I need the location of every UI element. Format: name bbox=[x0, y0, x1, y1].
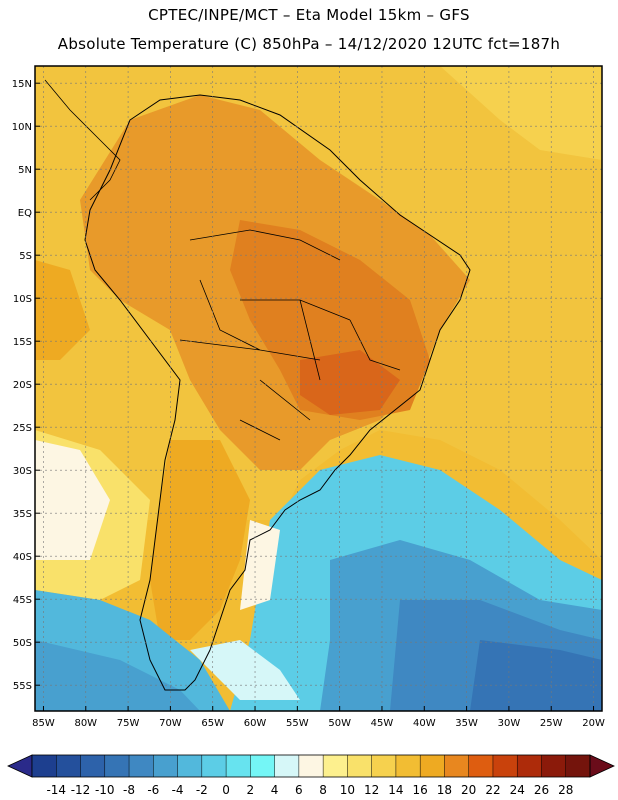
colorbar-label: 20 bbox=[461, 783, 476, 797]
lon-tick-label: 75W bbox=[117, 718, 140, 729]
lat-tick-label: EQ bbox=[18, 208, 32, 219]
colorbar-swatch bbox=[226, 755, 251, 777]
colorbar-swatch bbox=[565, 755, 591, 777]
colorbar-swatch bbox=[444, 755, 470, 777]
lat-tick-label: 20S bbox=[13, 380, 32, 391]
colorbar-label: -10 bbox=[95, 783, 115, 797]
colorbar-label: -12 bbox=[71, 783, 91, 797]
map-frame bbox=[34, 65, 603, 712]
colorbar-swatch bbox=[250, 755, 276, 777]
lat-tick-label: 55S bbox=[13, 681, 32, 692]
lon-tick-label: 65W bbox=[201, 718, 224, 729]
colorbar-label: -6 bbox=[147, 783, 159, 797]
colorbar-swatch bbox=[420, 755, 445, 777]
colorbar-swatch bbox=[517, 755, 542, 777]
central-america-coastline bbox=[44, 79, 121, 201]
colorbar-label: 4 bbox=[271, 783, 279, 797]
colorbar-label: -14 bbox=[46, 783, 66, 797]
colorbar-label: 16 bbox=[413, 783, 428, 797]
colorbar-swatch bbox=[541, 755, 567, 777]
colorbar-label: 28 bbox=[558, 783, 573, 797]
colorbar-label: 10 bbox=[340, 783, 355, 797]
colorbar-max-arrow bbox=[589, 754, 615, 778]
colorbar-swatch bbox=[323, 755, 348, 777]
colorbar-frame bbox=[31, 754, 591, 778]
colorbar-label: 18 bbox=[437, 783, 452, 797]
lon-tick-label: 60W bbox=[244, 718, 267, 729]
colorbar-label: -4 bbox=[172, 783, 184, 797]
colorbar-swatch bbox=[347, 755, 373, 777]
lon-tick-label: 50W bbox=[328, 718, 351, 729]
lon-tick-label: 80W bbox=[74, 718, 97, 729]
south-america-coastline bbox=[84, 94, 471, 691]
lat-tick-label: 5N bbox=[18, 165, 32, 176]
colorbar-swatch bbox=[56, 755, 82, 777]
colorbar: -14 -12 -10 -8 -6 -4 -2 0 2 4 6 8 10 12 14 16 18 20 22 24 26… bbox=[7, 754, 615, 797]
colorbar-min-arrow bbox=[7, 754, 33, 778]
lat-tick-label: 10S bbox=[13, 294, 32, 305]
colorbar-swatch bbox=[395, 755, 421, 777]
lon-tick-label: 40W bbox=[413, 718, 436, 729]
colorbar-label: -8 bbox=[123, 783, 135, 797]
colorbar-label: 22 bbox=[485, 783, 500, 797]
longitude-labels: 85W 80W 75W 70W 65W 60W 55W 50W 45W 40W 35W 30W 25W 2… bbox=[32, 706, 605, 729]
lat-tick-label: 15N bbox=[12, 79, 32, 90]
colorbar-swatch bbox=[80, 755, 106, 777]
colorbar-swatch bbox=[177, 755, 203, 777]
lon-tick-label: 30W bbox=[498, 718, 521, 729]
map-title-line-2: Absolute Temperature (C) 850hPa – 14/12/… bbox=[57, 35, 561, 53]
lat-tick-label: 5S bbox=[19, 251, 32, 262]
latitude-labels: 15N 10N 5N EQ 5S 10S 15S 20S 25S 30S 35S 40S 45S 50S 5… bbox=[12, 79, 40, 692]
lon-tick-label: 70W bbox=[159, 718, 182, 729]
colorbar-label: 24 bbox=[510, 783, 525, 797]
colorbar-label: 0 bbox=[222, 783, 230, 797]
lat-tick-label: 25S bbox=[13, 423, 32, 434]
colorbar-swatch bbox=[371, 755, 397, 777]
colorbar-swatch bbox=[104, 755, 130, 777]
lat-tick-label: 30S bbox=[13, 466, 32, 477]
temperature-field bbox=[35, 66, 602, 711]
colorbar-label: -2 bbox=[196, 783, 208, 797]
colorbar-label: 8 bbox=[319, 783, 327, 797]
colorbar-label: 6 bbox=[295, 783, 303, 797]
colorbar-swatch bbox=[274, 755, 300, 777]
colorbar-label: 12 bbox=[364, 783, 379, 797]
colorbar-swatch bbox=[298, 755, 324, 777]
lon-tick-label: 85W bbox=[32, 718, 55, 729]
colorbar-swatch bbox=[201, 755, 227, 777]
colorbar-label: 14 bbox=[388, 783, 403, 797]
colorbar-swatch bbox=[468, 755, 494, 777]
lon-tick-label: 25W bbox=[540, 718, 563, 729]
colorbar-swatch bbox=[153, 755, 179, 777]
colorbar-label: 2 bbox=[247, 783, 255, 797]
colorbar-swatch bbox=[492, 755, 518, 777]
colorbar-swatch bbox=[32, 755, 57, 777]
lon-tick-label: 55W bbox=[286, 718, 309, 729]
lon-tick-label: 45W bbox=[371, 718, 394, 729]
lat-tick-label: 50S bbox=[13, 638, 32, 649]
lon-tick-label: 20W bbox=[582, 718, 605, 729]
lat-tick-label: 45S bbox=[13, 595, 32, 606]
lat-tick-label: 35S bbox=[13, 509, 32, 520]
lat-tick-label: 15S bbox=[13, 337, 32, 348]
country-borders bbox=[179, 229, 401, 441]
lon-tick-label: 35W bbox=[455, 718, 478, 729]
lat-tick-label: 40S bbox=[13, 552, 32, 563]
colorbar-label: 26 bbox=[534, 783, 549, 797]
map-title-line-1: CPTEC/INPE/MCT – Eta Model 15km – GFS bbox=[148, 6, 470, 24]
lat-tick-label: 10N bbox=[12, 122, 32, 133]
colorbar-swatch bbox=[129, 755, 154, 777]
